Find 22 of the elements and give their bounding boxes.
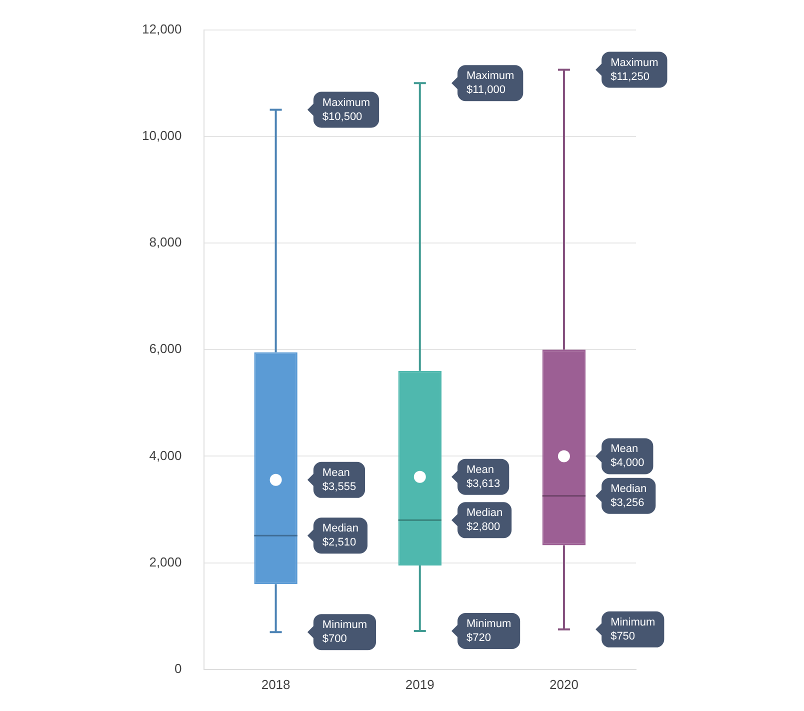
y-tick-label: 6,000 xyxy=(149,341,182,356)
annotation: Maximum $11,250 xyxy=(610,56,658,83)
annotation: Mean $3,555 xyxy=(322,466,356,493)
annotation: Maximum $11,000 xyxy=(466,70,514,96)
y-tick-label: 12,000 xyxy=(142,21,182,36)
annotation: Maximum $10,500 xyxy=(322,96,370,123)
y-tick-label: 4,000 xyxy=(149,448,182,463)
x-tick-label: 2018 xyxy=(261,676,290,692)
annotation: Median $2,510 xyxy=(322,522,358,549)
annotation: Mean $4,000 xyxy=(610,443,644,470)
annotation: Mean $3,613 xyxy=(466,464,500,490)
annotation: Minimum $720 xyxy=(466,618,512,644)
x-tick-label: 2020 xyxy=(550,676,578,692)
x-tick-label: 2019 xyxy=(405,676,434,692)
y-tick-label: 10,000 xyxy=(142,128,182,143)
annotation: Median $2,800 xyxy=(466,507,503,534)
annotation: Minimum $700 xyxy=(322,619,368,646)
annotation: Median $3,256 xyxy=(610,482,647,509)
y-tick-label: 8,000 xyxy=(149,234,182,250)
y-tick-label: 0 xyxy=(174,660,182,676)
y-tick-label: 2,000 xyxy=(149,554,182,570)
annotation: Minimum $750 xyxy=(610,616,656,642)
